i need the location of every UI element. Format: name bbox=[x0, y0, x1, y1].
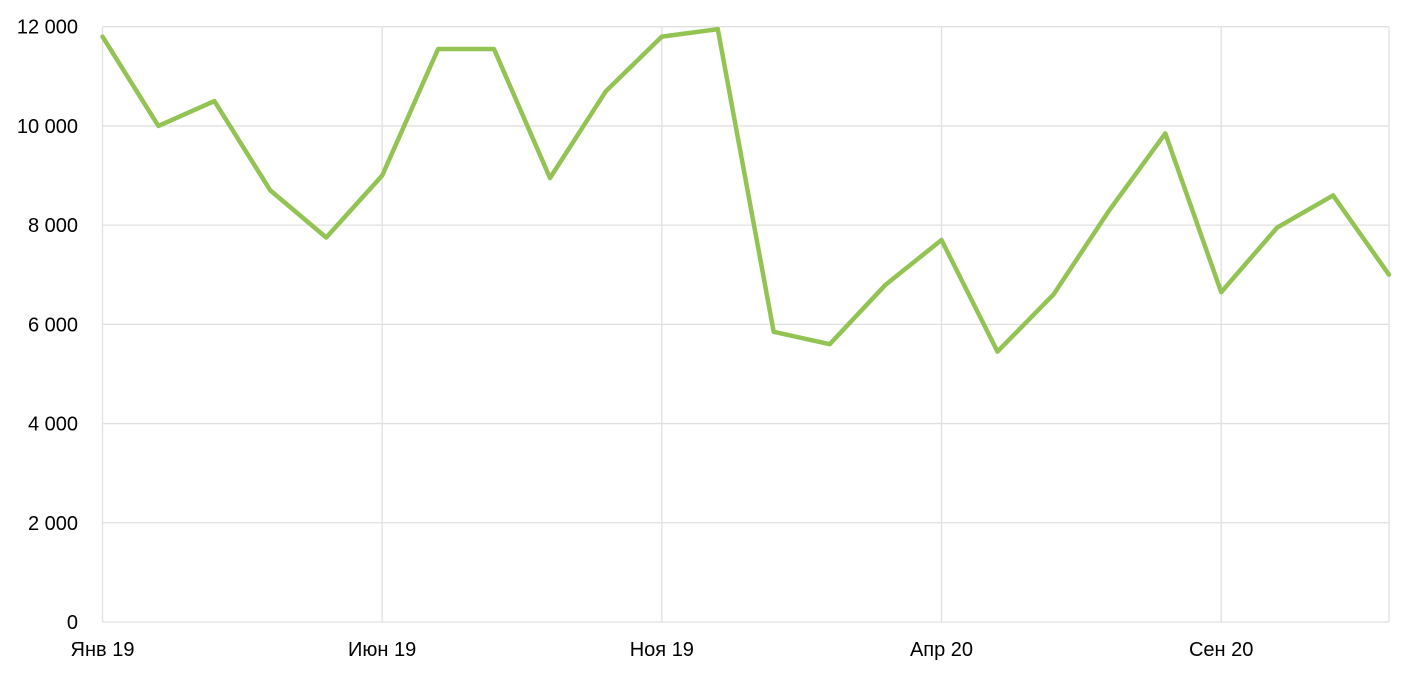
y-axis-tick-label: 12 000 bbox=[17, 17, 78, 39]
y-axis-tick-label: 0 bbox=[67, 612, 78, 634]
x-axis-tick-label: Сен 20 bbox=[1189, 639, 1253, 661]
y-axis-tick-label: 4 000 bbox=[28, 414, 78, 436]
y-axis-tick-label: 6 000 bbox=[28, 314, 78, 336]
x-axis-tick-label: Апр 20 bbox=[910, 639, 973, 661]
y-axis-tick-label: 8 000 bbox=[28, 215, 78, 237]
y-axis-tick-label: 10 000 bbox=[17, 116, 78, 138]
series-line bbox=[100, 26, 1392, 354]
x-axis-tick-label: Июн 19 bbox=[348, 639, 416, 661]
x-axis-tick-label: Янв 19 bbox=[71, 639, 135, 661]
x-axis-tick-label: Ноя 19 bbox=[630, 639, 694, 661]
y-axis-tick-label: 2 000 bbox=[28, 513, 78, 535]
